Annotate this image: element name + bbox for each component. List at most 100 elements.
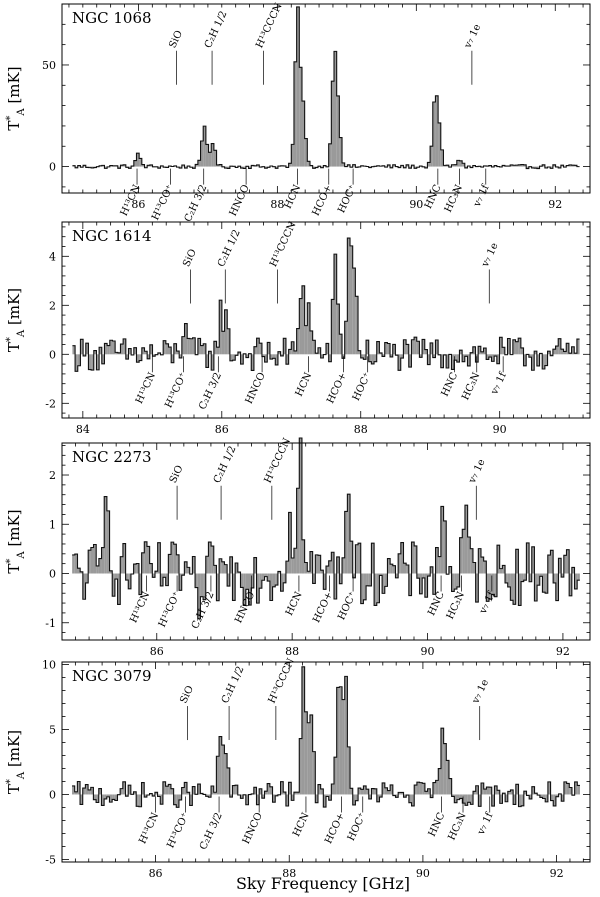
spectrum-bar	[170, 788, 174, 795]
panel-title: NGC 1614	[72, 227, 152, 245]
spectrum-bar	[534, 793, 538, 795]
spectrum-bar	[494, 573, 498, 597]
spectrum-bar	[133, 347, 137, 355]
spectrum-bar	[456, 354, 460, 363]
spectrum-bar	[224, 309, 228, 355]
spectrum-bar	[120, 788, 123, 795]
spectrum-bar	[350, 788, 353, 795]
spectrum-bar	[104, 343, 108, 355]
spectrum-bar	[379, 573, 383, 576]
spectrum-bar	[181, 336, 185, 355]
spectrum-bar	[518, 794, 522, 807]
spectrum-bar	[339, 137, 343, 167]
spectrum-bar	[550, 166, 553, 169]
spectrum-bar	[136, 563, 139, 574]
spectrum-bar	[422, 783, 425, 795]
spectrum-bar	[160, 573, 163, 586]
spectrum-bar	[243, 573, 246, 606]
spectrum-bar	[296, 488, 300, 574]
spectrum-bar	[280, 354, 284, 356]
y-tick-label: 0	[49, 348, 56, 361]
spectrum-bar	[291, 794, 294, 801]
spectrum-bar	[181, 573, 185, 576]
spectrum-bar	[184, 782, 187, 795]
spectrum-bar	[275, 166, 278, 169]
spectrum-bar	[136, 354, 140, 363]
line-label: C₂H 1/2	[203, 9, 230, 50]
x-tick-label: 86	[149, 867, 163, 880]
spectrum-bar	[82, 573, 86, 600]
spectrum-bar	[344, 321, 348, 355]
spectrum-bar	[267, 342, 270, 355]
spectrum-bar	[208, 794, 212, 798]
spectrum-bar	[360, 573, 364, 604]
spectrum-bar	[571, 346, 575, 355]
x-tick-label: 90	[493, 423, 507, 436]
spectrum-bar	[221, 331, 225, 355]
line-label: H¹³CO⁺	[150, 183, 176, 222]
spectrum-bar	[382, 573, 385, 594]
spectrum-bar	[561, 794, 564, 802]
spectrum-bar	[317, 784, 321, 795]
spectrum-bar	[200, 141, 204, 167]
spectrum-bar	[427, 573, 431, 577]
spectrum-bar	[80, 571, 83, 574]
spectrum-bar	[374, 573, 377, 606]
y-tick-label: 0	[49, 161, 56, 174]
spectrum-bar	[296, 6, 300, 167]
spectrum-bar	[526, 542, 530, 574]
spectrum-bar	[75, 354, 78, 372]
spectrum-bar	[256, 338, 260, 355]
spectrum-bar	[542, 164, 545, 167]
spectrum-bar	[296, 792, 300, 795]
spectrum-bar	[571, 567, 575, 574]
spectrum-bar	[390, 564, 393, 574]
spectrum-bar	[213, 341, 217, 355]
y-tick-label: 0	[49, 568, 56, 581]
spectrum-bar	[403, 166, 407, 168]
spectrum-bar	[307, 161, 310, 167]
spectrum-bar	[486, 573, 489, 602]
spectrum-panel: 86 88 90 92 -1 0 1 2 T*A [mK] NGC 2273 SiO C₂H 1/2 H…	[5, 436, 591, 658]
spectrum-bar	[368, 794, 372, 799]
spectrum-bar	[502, 565, 506, 574]
spectrum-bar	[520, 347, 524, 355]
line-label: v₇ 1e	[470, 678, 491, 706]
spectrum-bar	[243, 166, 246, 169]
spectrum-bar	[577, 573, 580, 581]
spectrum-bar	[542, 573, 546, 593]
spectrum-bar	[454, 164, 457, 167]
spectrum-bar	[408, 794, 412, 803]
x-tick-label: 88	[282, 867, 296, 880]
spectrum-bar	[478, 346, 481, 355]
spectrum-bar	[494, 354, 497, 357]
spectrum-bar	[283, 792, 286, 795]
spectrum-bar	[513, 794, 516, 805]
spectrum-bar	[568, 353, 572, 355]
spectrum-bar	[83, 165, 86, 167]
spectrum-bar	[328, 560, 332, 574]
spectrum-bar	[355, 296, 359, 355]
spectrum-bar	[400, 792, 404, 795]
y-tick-label: 1	[49, 518, 56, 531]
spectrum-bar	[411, 794, 415, 806]
spectrum-bar	[440, 149, 444, 167]
spectrum-bar	[315, 554, 318, 574]
spectrum-bar	[299, 438, 302, 574]
spectrum-bar	[571, 165, 575, 167]
spectrum-bar	[416, 573, 420, 579]
spectrum-bar	[440, 354, 444, 368]
spectrum-bar	[427, 354, 431, 365]
spectrum-bar	[317, 347, 321, 355]
spectrum-bar	[98, 558, 102, 574]
spectrum-bar	[259, 573, 262, 589]
spectrum-bar	[555, 794, 559, 797]
spectrum-bar	[355, 544, 359, 574]
spectrum-bar	[74, 554, 78, 574]
spectrum-bar	[390, 784, 393, 795]
spectrum-bar	[232, 573, 236, 601]
spectrum-bar	[334, 254, 337, 355]
spectrum-bar	[312, 573, 316, 584]
spectrum-bar	[235, 563, 238, 574]
spectrum-bar	[317, 555, 321, 574]
